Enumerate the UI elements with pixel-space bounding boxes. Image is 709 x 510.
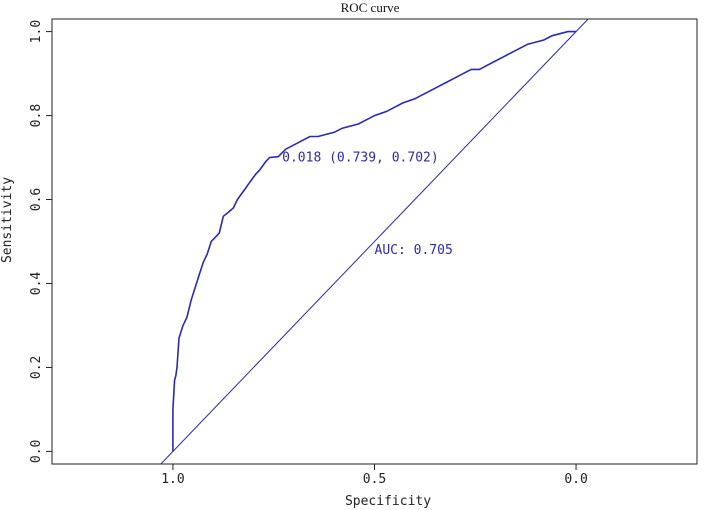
auc-annotation: AUC: 0.705 [375, 243, 453, 258]
y-axis-label: Sensitivity [0, 177, 15, 263]
y-tick-label: 0.8 [29, 104, 44, 127]
threshold-annotation: 0.018 (0.739, 0.702) [282, 151, 439, 166]
y-tick-label: 0.2 [29, 356, 44, 379]
y-tick-label: 0.4 [29, 272, 44, 296]
x-tick-label: 0.5 [363, 472, 386, 487]
roc-curve-series [172, 30, 577, 452]
chart-title: ROC curve [341, 0, 400, 15]
x-tick-label: 1.0 [161, 472, 184, 487]
reference-diagonal-line [160, 18, 589, 465]
y-tick-label: 0.6 [29, 188, 44, 211]
x-axis-label: Specificity [345, 494, 431, 509]
y-axis-ticks: 0.0 0.2 0.4 0.6 0.8 1.0 [29, 20, 52, 463]
x-axis-ticks: 1.0 0.5 0.0 [161, 464, 588, 487]
y-tick-label: 1.0 [29, 20, 44, 43]
x-tick-label: 0.0 [564, 472, 587, 487]
y-tick-label: 0.0 [29, 440, 44, 463]
